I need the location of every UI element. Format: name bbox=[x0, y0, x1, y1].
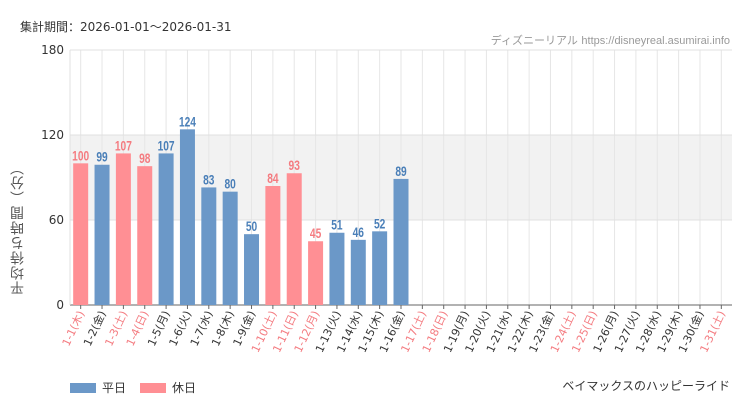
attraction-name: ベイマックスのハッピーライド bbox=[562, 379, 730, 393]
legend-swatch-weekday bbox=[70, 382, 96, 393]
data-label: 50 bbox=[246, 219, 258, 235]
source-label[interactable]: ディズニーリアル https://disneyreal.asumirai.inf… bbox=[491, 32, 730, 48]
bar-1-3(土)[interactable] bbox=[115, 153, 131, 305]
legend-label-weekday: 平日 bbox=[102, 381, 127, 395]
y-tick-label: 180 bbox=[41, 43, 64, 57]
data-label: 83 bbox=[203, 172, 215, 188]
data-label: 99 bbox=[96, 149, 108, 165]
bar-1-1(木)[interactable] bbox=[73, 163, 89, 305]
data-label: 93 bbox=[289, 158, 301, 174]
bar-1-6(火)[interactable] bbox=[179, 129, 195, 305]
bar-1-16(金)[interactable] bbox=[393, 178, 409, 305]
data-label: 80 bbox=[224, 176, 236, 192]
legend-label-holiday: 休日 bbox=[172, 381, 197, 395]
bar-1-12(月)[interactable] bbox=[308, 241, 324, 305]
source-name: ディズニーリアル bbox=[490, 34, 578, 47]
data-label: 107 bbox=[115, 138, 132, 154]
bar-1-7(水)[interactable] bbox=[201, 187, 217, 305]
y-tick-label: 60 bbox=[49, 213, 64, 227]
legend-swatch-holiday bbox=[140, 382, 167, 393]
data-label: 107 bbox=[158, 138, 175, 154]
y-tick-label: 0 bbox=[56, 298, 64, 312]
bar-1-5(月)[interactable] bbox=[158, 153, 174, 305]
legend: 平日 休日 bbox=[70, 379, 196, 396]
data-label: 100 bbox=[72, 148, 89, 164]
data-label: 124 bbox=[179, 114, 196, 130]
bar-1-2(金)[interactable] bbox=[94, 164, 110, 305]
bar-1-8(木)[interactable] bbox=[222, 191, 238, 305]
data-label: 51 bbox=[331, 217, 343, 233]
data-label: 46 bbox=[353, 224, 365, 240]
data-label: 98 bbox=[139, 151, 151, 167]
y-tick-label: 120 bbox=[41, 128, 64, 142]
bar-1-11(日)[interactable] bbox=[286, 173, 302, 305]
period-label: 集計期間：2026-01-01～2026-01-31 bbox=[20, 20, 232, 34]
bar-1-10(土)[interactable] bbox=[265, 186, 281, 305]
data-label: 45 bbox=[310, 226, 322, 242]
legend-item-holiday[interactable]: 休日 bbox=[140, 379, 196, 396]
legend-item-weekday[interactable]: 平日 bbox=[70, 379, 126, 396]
source-url[interactable]: https://disneyreal.asumirai.info bbox=[581, 35, 730, 47]
data-label: 84 bbox=[267, 170, 279, 186]
data-label: 89 bbox=[395, 163, 407, 179]
bar-1-13(火)[interactable] bbox=[329, 232, 345, 305]
bar-1-15(木)[interactable] bbox=[372, 231, 388, 305]
data-label: 52 bbox=[374, 216, 386, 232]
bar-1-9(金)[interactable] bbox=[244, 234, 260, 305]
bar-1-14(水)[interactable] bbox=[350, 239, 366, 305]
bar-1-4(日)[interactable] bbox=[137, 166, 153, 305]
